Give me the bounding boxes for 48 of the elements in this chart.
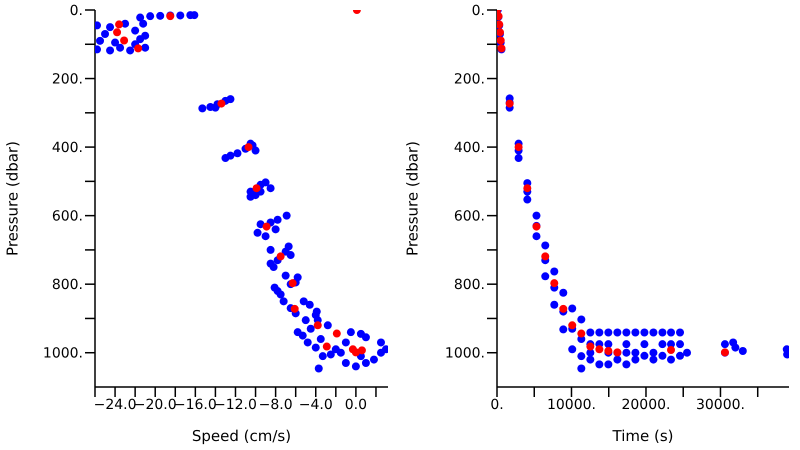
x-tick-label: −8.0 — [258, 396, 293, 413]
point — [322, 342, 331, 351]
point — [290, 304, 299, 313]
y-tick-label: 1000. — [444, 346, 485, 362]
y-tick-label: 0. — [472, 2, 485, 19]
point — [262, 222, 271, 231]
y-tick-label: 200. — [52, 72, 83, 88]
y-tick-label: 0. — [70, 2, 83, 19]
point — [586, 342, 594, 351]
point — [514, 143, 523, 152]
y-tick-label: 600. — [454, 208, 485, 225]
point — [550, 279, 558, 288]
x-tick-label: 0. — [490, 396, 504, 413]
point — [217, 100, 226, 108]
point — [244, 143, 253, 152]
point — [352, 348, 360, 356]
x-tick-label: 30000. — [696, 396, 745, 413]
point — [541, 252, 550, 260]
y-tick-label: 600. — [52, 208, 83, 225]
y-tick-label: 800. — [52, 277, 83, 294]
point — [252, 184, 261, 192]
x-axis-title: Speed (cm/s) — [192, 427, 292, 445]
x-axis-title: Time (s) — [612, 427, 674, 445]
x-tick-label: −4.0 — [298, 396, 333, 413]
x-tick-label: 10000. — [546, 396, 596, 413]
y-axis-title: Pressure (dbar) — [403, 141, 422, 256]
x-tick-label: 20000. — [621, 396, 670, 413]
point — [120, 36, 128, 45]
y-tick-label: 400. — [454, 140, 485, 156]
x-tick-label: −12.0 — [214, 396, 257, 413]
point — [113, 28, 122, 36]
x-tick-label: 0.0 — [344, 396, 368, 413]
point — [577, 330, 586, 338]
point — [523, 184, 532, 192]
point — [595, 345, 604, 354]
point — [568, 321, 576, 330]
y-axis-title: Pressure (dbar) — [3, 141, 22, 256]
y-tick-label: 200. — [454, 72, 485, 88]
y-tick-label: 800. — [454, 277, 485, 294]
point — [115, 20, 124, 28]
point — [667, 346, 676, 354]
point — [134, 44, 142, 52]
point — [276, 252, 285, 260]
y-tick-label: 400. — [52, 140, 83, 156]
point — [314, 321, 322, 330]
y-tick-label: 1000. — [42, 346, 83, 362]
point — [332, 330, 341, 338]
point — [559, 304, 568, 313]
